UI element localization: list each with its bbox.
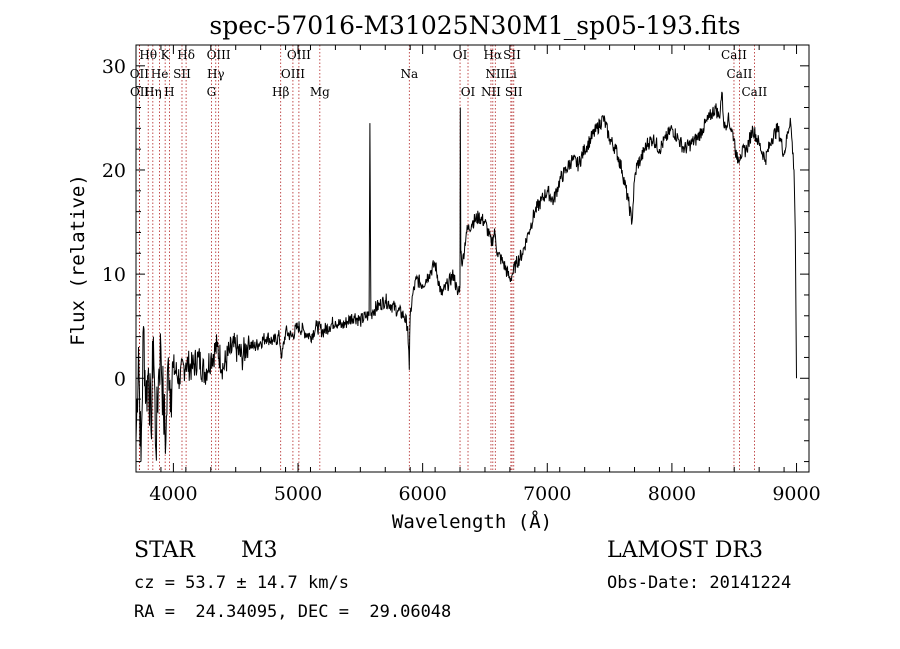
line-label-0: Hθ	[139, 48, 157, 62]
x-tick-label-3: 7000	[523, 483, 571, 505]
line-label-24: OI	[461, 85, 476, 99]
survey-name: LAMOST DR3	[607, 538, 763, 563]
chart-title: spec-57016-M31025N30M1_sp05-193.fits	[209, 11, 740, 40]
object-class: STAR	[134, 538, 195, 563]
tick-marks: 4000 5000 6000 7000 8000 9000 0 10 20 30	[102, 44, 821, 505]
line-label-22: Hβ	[272, 85, 289, 99]
y-axis-label: Flux (relative)	[67, 174, 89, 346]
object-subclass: M3	[241, 538, 278, 563]
line-label-13: OIII	[281, 67, 305, 81]
line-label-2: Hδ	[177, 48, 195, 62]
line-label-10: He	[151, 67, 169, 81]
line-label-15: NII	[485, 67, 505, 81]
x-tick-label-1: 5000	[274, 483, 322, 505]
line-label-27: CaII	[741, 85, 767, 99]
line-label-12: Hγ	[207, 67, 225, 81]
line-label-23: Mg	[310, 85, 330, 99]
line-label-21: G	[207, 85, 217, 99]
x-tick-label-2: 6000	[398, 483, 446, 505]
line-label-19: Hη	[144, 85, 162, 99]
x-tick-label-0: 4000	[149, 483, 197, 505]
y-tick-label-0: 0	[114, 368, 126, 390]
x-tick-label-4: 8000	[648, 483, 696, 505]
y-tick-label-2: 20	[102, 160, 126, 182]
x-axis-label: Wavelength (Å)	[392, 510, 552, 533]
line-label-4: OIII	[287, 48, 311, 62]
ra-dec: RA = 24.34095, DEC = 29.06048	[134, 602, 452, 622]
plot-frame	[135, 44, 810, 473]
line-label-11: SII	[173, 67, 191, 81]
line-label-14: Na	[400, 67, 418, 81]
line-label-20: H	[164, 85, 174, 99]
axes	[135, 44, 810, 473]
line-label-25: NII	[481, 85, 501, 99]
spectrum-line	[135, 91, 797, 462]
line-label-26: SII	[505, 85, 523, 99]
line-label-18: OII	[130, 85, 150, 99]
line-label-1: K	[161, 48, 171, 62]
line-label-8: CaII	[721, 48, 747, 62]
spectrum-layer	[135, 91, 797, 462]
observation-date: Obs-Date: 20141224	[607, 573, 792, 593]
line-label-5: OI	[453, 48, 468, 62]
line-label-16: Li	[505, 67, 517, 81]
line-label-6: Hα	[484, 48, 503, 62]
x-tick-label-5: 9000	[772, 483, 820, 505]
line-label-17: CaII	[727, 67, 753, 81]
y-tick-label-3: 30	[102, 56, 126, 78]
redshift-velocity: cz = 53.7 ± 14.7 km/s	[134, 573, 349, 593]
y-tick-label-1: 10	[102, 264, 126, 286]
line-label-3: OIII	[207, 48, 231, 62]
line-label-7: SII	[503, 48, 521, 62]
